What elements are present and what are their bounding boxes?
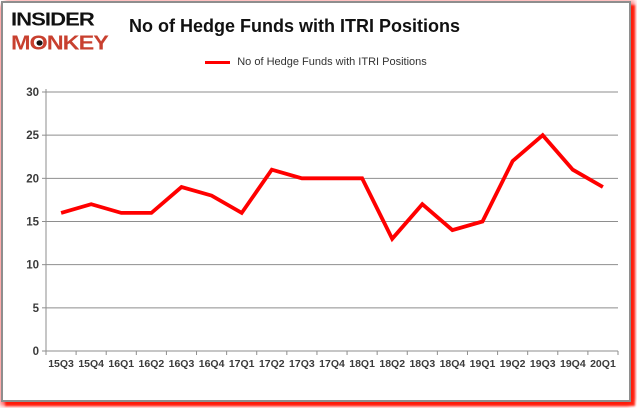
xtick-label-16Q2: 16Q2 — [139, 358, 165, 370]
legend-label: No of Hedge Funds with ITRI Positions — [237, 56, 427, 68]
xtick-label-17Q1: 17Q1 — [229, 358, 255, 370]
xtick-label-16Q4: 16Q4 — [199, 358, 225, 370]
xtick-label-15Q4: 15Q4 — [78, 358, 104, 370]
chart-plot-area: 0 5 10 15 20 25 30 15Q3 15Q4 16Q1 16Q2 16Q3 16Q4 17Q1… — [26, 87, 619, 370]
xtick-label-19Q4: 19Q4 — [560, 358, 586, 370]
xtick-label-19Q1: 19Q1 — [470, 358, 496, 370]
series-line — [60, 132, 604, 243]
legend: No of Hedge Funds with ITRI Positions — [3, 56, 629, 68]
monkey-eye-dot — [36, 40, 43, 46]
xtick-label-18Q1: 18Q1 — [349, 358, 375, 370]
chart-title: No of Hedge Funds with ITRI Positions — [129, 16, 460, 36]
ytick-label-25: 25 — [26, 130, 39, 142]
legend-line-swatch — [205, 60, 231, 64]
ytick-label-5: 5 — [33, 303, 40, 315]
xtick-label-20Q1: 20Q1 — [590, 358, 616, 370]
ytick-label-30: 30 — [26, 87, 39, 99]
chart-card: INSIDER MONKEY No of Hedge Funds with IT… — [1, 1, 631, 402]
ytick-label-20: 20 — [26, 173, 39, 185]
xtick-label-16Q1: 16Q1 — [108, 358, 134, 370]
xtick-label-19Q3: 19Q3 — [530, 358, 556, 370]
logo-text-monkey: MONKEY — [11, 30, 109, 54]
ytick-label-0: 0 — [33, 346, 39, 358]
ytick-label-15: 15 — [26, 217, 39, 229]
xtick-label-18Q3: 18Q3 — [409, 358, 435, 370]
xtick-label-18Q2: 18Q2 — [379, 358, 405, 370]
xtick-label-19Q2: 19Q2 — [500, 358, 526, 370]
insider-monkey-logo: INSIDER MONKEY — [11, 8, 131, 54]
xtick-label-16Q3: 16Q3 — [169, 358, 195, 370]
xtick-label-15Q3: 15Q3 — [48, 358, 74, 370]
logo-text-insider: INSIDER — [11, 8, 95, 30]
xtick-label-17Q4: 17Q4 — [319, 358, 345, 370]
xtick-label-18Q4: 18Q4 — [440, 358, 466, 370]
xtick-label-17Q2: 17Q2 — [259, 358, 285, 370]
xtick-label-17Q3: 17Q3 — [289, 358, 315, 370]
ytick-label-10: 10 — [26, 260, 39, 272]
